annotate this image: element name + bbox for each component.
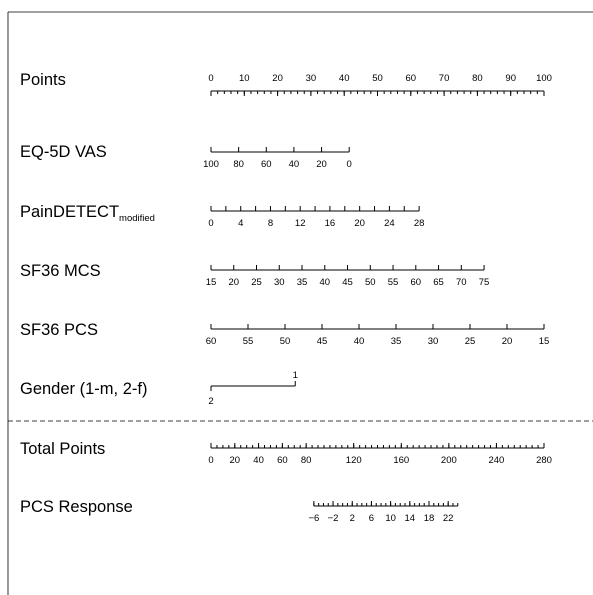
sf36-mcs-tick-label: 70: [456, 277, 467, 288]
sf36-mcs-tick-label: 15: [206, 277, 217, 288]
total-points-tick-label: 160: [393, 455, 409, 466]
total-points-tick-label: 0: [208, 455, 213, 466]
eq5d-vas-tick-label: 100: [203, 159, 219, 170]
eq5d-vas-tick-label: 60: [261, 159, 272, 170]
pcs-response-tick-label: 10: [385, 513, 396, 524]
total-points-tick-label: 40: [253, 455, 264, 466]
gender-level-label: 2: [208, 396, 213, 407]
sf36-mcs-tick-label: 75: [479, 277, 490, 288]
paindetect-label: PainDETECTmodified: [20, 203, 155, 224]
sf36-mcs-tick-label: 40: [319, 277, 330, 288]
pcs-response-tick-label: −2: [328, 513, 339, 524]
total-points-tick-label: 280: [536, 455, 552, 466]
points-tick-label: 0: [208, 73, 213, 84]
points-tick-label: 40: [339, 73, 350, 84]
total-points-tick-label: 80: [301, 455, 312, 466]
paindetect-label-main: PainDETECT: [20, 203, 119, 221]
total-points-label: Total Points: [20, 440, 105, 458]
paindetect-label-subscript: modified: [119, 213, 155, 224]
sf36-pcs-tick-label: 60: [206, 336, 217, 347]
sf36-pcs-tick-label: 40: [354, 336, 365, 347]
pcs-response-label: PCS Response: [20, 498, 133, 516]
pcs-response-tick-label: 14: [405, 513, 416, 524]
points-label: Points: [20, 71, 66, 89]
sf36-mcs-tick-label: 60: [411, 277, 422, 288]
points-tick-label: 80: [472, 73, 483, 84]
pcs-response-tick-label: 18: [424, 513, 435, 524]
gender-level-label: 1: [293, 370, 298, 381]
sf36-pcs-tick-label: 50: [280, 336, 291, 347]
paindetect-tick-label: 12: [295, 218, 306, 229]
sf36-mcs-tick-label: 25: [251, 277, 262, 288]
pcs-response-tick-label: 2: [350, 513, 355, 524]
chart-frame: [7, 11, 593, 595]
sf36-pcs-tick-label: 25: [465, 336, 476, 347]
sf36-pcs-tick-label: 55: [243, 336, 254, 347]
total-points-tick-label: 120: [346, 455, 362, 466]
total-points-tick-label: 240: [488, 455, 504, 466]
sf36-pcs-tick-label: 45: [317, 336, 328, 347]
paindetect-tick-label: 4: [238, 218, 243, 229]
sf36-mcs-tick-label: 20: [228, 277, 239, 288]
points-tick-label: 20: [272, 73, 283, 84]
sf36-mcs-tick-label: 65: [433, 277, 444, 288]
pcs-response-tick-label: 6: [369, 513, 374, 524]
paindetect-tick-label: 28: [414, 218, 425, 229]
paindetect-tick-label: 0: [208, 218, 213, 229]
points-tick-label: 90: [505, 73, 516, 84]
points-tick-label: 30: [306, 73, 317, 84]
points-tick-label: 70: [439, 73, 450, 84]
sf36-pcs-tick-label: 15: [539, 336, 550, 347]
sf36-mcs-tick-label: 35: [297, 277, 308, 288]
total-points-tick-label: 20: [229, 455, 240, 466]
eq5d-vas-label: EQ-5D VAS: [20, 143, 107, 161]
paindetect-tick-label: 24: [384, 218, 395, 229]
paindetect-tick-label: 16: [325, 218, 336, 229]
sf36-pcs-label: SF36 PCS: [20, 321, 98, 339]
sf36-mcs-label: SF36 MCS: [20, 262, 101, 280]
paindetect-tick-label: 20: [354, 218, 365, 229]
sf36-pcs-tick-label: 35: [391, 336, 402, 347]
points-tick-label: 10: [239, 73, 250, 84]
total-points-tick-label: 200: [441, 455, 457, 466]
sf36-pcs-tick-label: 20: [502, 336, 513, 347]
eq5d-vas-tick-label: 0: [347, 159, 352, 170]
paindetect-tick-label: 8: [268, 218, 273, 229]
sf36-mcs-tick-label: 30: [274, 277, 285, 288]
pcs-response-tick-label: −6: [308, 513, 319, 524]
points-tick-label: 100: [536, 73, 552, 84]
sf36-mcs-tick-label: 50: [365, 277, 376, 288]
sf36-pcs-tick-label: 30: [428, 336, 439, 347]
eq5d-vas-tick-label: 40: [289, 159, 300, 170]
sf36-mcs-tick-label: 45: [342, 277, 353, 288]
eq5d-vas-tick-label: 80: [233, 159, 244, 170]
pcs-response-tick-label: 22: [443, 513, 454, 524]
points-tick-label: 60: [406, 73, 417, 84]
points-tick-label: 50: [372, 73, 383, 84]
eq5d-vas-tick-label: 20: [316, 159, 327, 170]
total-points-tick-label: 60: [277, 455, 288, 466]
sf36-mcs-tick-label: 55: [388, 277, 399, 288]
gender-label: Gender (1-m, 2-f): [20, 380, 147, 398]
